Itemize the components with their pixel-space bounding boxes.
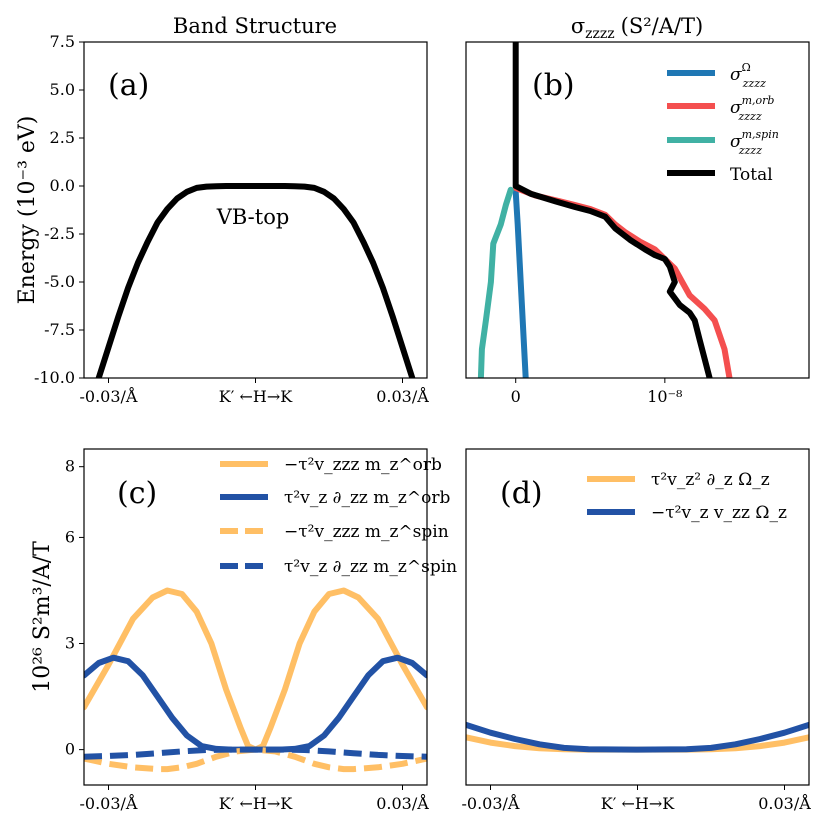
panel-d-berry-terms: -0.03/Å K′ ←H→K 0.03/Å (d) τ²v_z² ∂_z Ω_z … [462,448,811,813]
panel-b-title-units: (S²/A/T) [621,14,704,38]
panel-c-legend: −τ²v_zzz m_z^orb τ²v_z ∂_zz m_z^orb −τ²v… [220,455,457,577]
xtick-label-b-1: 10⁻⁸ [647,387,682,406]
series-a-valence band [95,183,416,378]
legend-c-0: −τ²v_zzz m_z^orb [284,455,442,475]
ytick-label-a-6: -7.5 [44,320,75,339]
ytick-label-a-7: -10.0 [34,368,75,387]
ytick-label-a-1: 5.0 [50,80,75,99]
xtick-label-a-0: -0.03/Å [80,386,138,406]
panel-b-legend: σΩ zzzz σm,orb zzzz σm,spin zzzz Total [667,61,779,185]
xtick-label-d-1: K′ ←H→K [601,794,675,813]
ytick-label-c-2: 6 [65,527,75,546]
panel-c-ylabel: 10²⁶ S²m³/A/T [30,541,55,693]
ytick-label-c-0: 0 [65,740,75,759]
xtick-label-c-2: 0.03/Å [376,793,429,813]
xtick-label-d-0: -0.03/Å [462,793,520,813]
panel-b-title-main: σ [571,14,585,38]
panel-c-frame [83,448,428,786]
series-c-blue-dashed [84,746,427,760]
panel-a-band-structure: Band Structure -0.03/Å K′ ←H→K 0.03/Å 7.5 5.… [15,14,429,406]
ytick-label-a-4: -2.5 [44,224,75,243]
panel-c-contributions: -0.03/Å K′ ←H→K 0.03/Å 0 3 6 8 (c) 10²⁶ S²m³/A… [30,448,457,813]
panel-d-legend: τ²v_z² ∂_z Ω_z −τ²v_z v_zz Ω_z [587,470,787,523]
legend-sigma-omega: σΩ zzzz [730,61,766,90]
panel-a-ylabel: Energy (10⁻³ eV) [15,116,40,305]
panel-c-label: (c) [117,476,157,511]
legend-sigma-m-orb: σm,orb zzzz [730,94,774,123]
ytick-label-a-2: 2.5 [50,128,75,147]
panel-b-label: (b) [532,68,575,103]
legend-c-1: τ²v_z ∂_zz m_z^orb [284,488,450,508]
xtick-label-d-2: 0.03/Å [758,793,811,813]
panel-a-frame [83,41,428,379]
legend-c-2: −τ²v_zzz m_z^spin [284,522,449,542]
xtick-label-c-0: -0.03/Å [80,793,138,813]
series-b-sigma-m-spin [477,186,514,378]
panel-a-label: (a) [108,68,149,103]
ytick-label-c-3: 8 [65,457,75,476]
series-c-orange-dashed [84,746,427,773]
xtick-label-c-1: K′ ←H→K [219,794,293,813]
panel-d-label: (d) [500,476,543,511]
ytick-label-a-3: 0.0 [50,176,75,195]
legend-sigma-m-spin: σm,spin zzzz [730,128,779,157]
xtick-label-a-1: K′ ←H→K [219,387,293,406]
series-d-blue [466,721,809,753]
legend-d-0: τ²v_z² ∂_z Ω_z [651,470,770,490]
panel-b-title-sub: zzzz [585,26,615,42]
ytick-label-a-0: 7.5 [50,32,75,51]
legend-d-1: −τ²v_z v_zz Ω_z [651,503,787,523]
panel-b-frame [465,41,810,379]
series-b-sigma-omega [512,188,529,378]
xtick-label-b-0: 0 [511,387,521,406]
panel-d-frame [465,448,810,786]
xtick-label-a-2: 0.03/Å [376,386,429,406]
panel-a-title: Band Structure [173,14,337,38]
legend-c-3: τ²v_z ∂_zz m_z^spin [284,557,457,577]
panel-a-annotation: VB-top [216,205,290,229]
series-b-Total [512,42,713,378]
legend-total: Total [730,165,773,185]
ytick-label-c-1: 3 [65,634,75,653]
series-b-sigma-m-orb [512,184,733,378]
panel-b-title: σzzzz (S²/A/T) [571,14,703,42]
ytick-label-a-5: -5.0 [44,272,75,291]
series-c-blue-solid [84,654,427,753]
panel-b-conductivity: σzzzz (S²/A/T) 0 10⁻⁸ (b) σΩ zzzz σm,orb zzz… [465,14,810,406]
